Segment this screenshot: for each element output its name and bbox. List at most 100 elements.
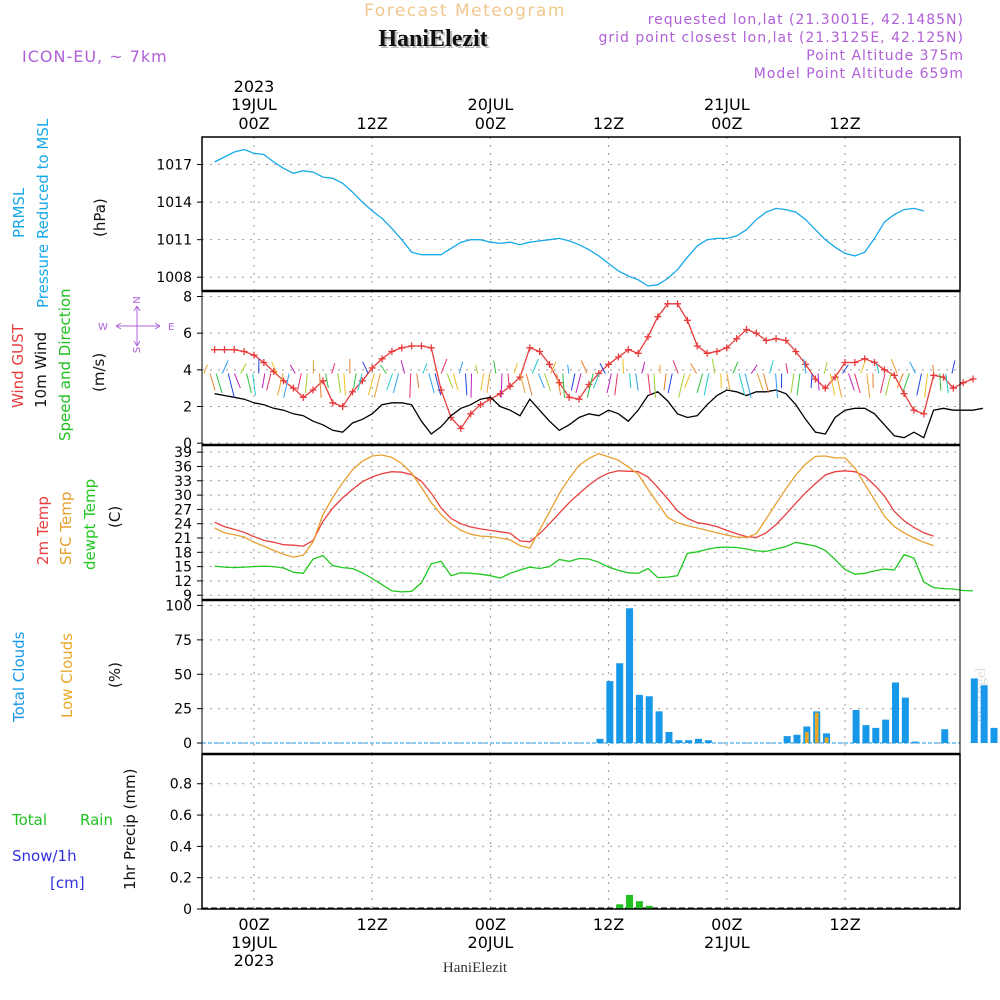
series-line-0	[214, 148, 924, 287]
total-cloud-bar	[645, 696, 653, 743]
bottom-hour-label: 00Z	[711, 915, 742, 934]
wind-barb	[537, 373, 545, 389]
point-altitude: Point Altitude 375m	[806, 48, 964, 64]
top-hour-label: 12Z	[829, 114, 860, 133]
compass-rose: N S W E	[98, 296, 174, 353]
wind-barb	[409, 373, 412, 398]
gust-marker	[516, 373, 524, 381]
wind-barb	[380, 364, 387, 374]
gust-marker	[555, 379, 563, 387]
top-hour-label: 12Z	[357, 114, 388, 133]
wind-barb	[304, 373, 308, 393]
wind-barb	[289, 364, 296, 374]
wind-barb	[575, 373, 582, 394]
compass-e: E	[168, 322, 174, 333]
total-cloud-bar	[616, 663, 624, 743]
gust-marker	[398, 344, 406, 352]
total-cloud-bar	[901, 697, 909, 743]
y-tick-label: 39	[174, 445, 192, 461]
gust-marker	[614, 353, 622, 361]
wind-barb	[711, 358, 716, 374]
total-cloud-bar	[882, 719, 890, 743]
bottom-year-label: 2023	[234, 951, 275, 970]
chart-subtitle: Forecast Meteogram	[364, 1, 566, 21]
wind-barb	[678, 373, 685, 398]
total-cloud-bar	[852, 710, 860, 743]
wind-barb	[519, 373, 526, 394]
wind-barb	[531, 358, 539, 374]
wind-barb	[614, 373, 618, 396]
model-altitude: Model Point Altitude 659m	[754, 66, 964, 82]
series-line-1	[214, 452, 934, 558]
rain-bar	[616, 904, 624, 909]
wind-label-speed: Speed and Direction	[56, 288, 74, 441]
total-cloud-bar	[685, 740, 693, 743]
y-tick-label: 0	[183, 436, 192, 452]
wind-barb	[932, 364, 935, 374]
footer-station: HaniElezit	[443, 960, 508, 976]
wind-barb	[629, 373, 632, 389]
wind-barb	[696, 373, 704, 394]
wind-barb	[939, 373, 942, 391]
pressure-label-1: PRMSL	[10, 187, 28, 238]
precip-label-snow: Snow/1h	[12, 847, 77, 865]
bottom-hour-label: 00Z	[475, 915, 506, 934]
station-title-shadow: HaniElezit	[380, 28, 489, 54]
wind-barb	[470, 373, 473, 398]
total-cloud-bar	[606, 681, 614, 743]
wind-barb	[400, 360, 406, 374]
cloud-labels: Total Clouds Low Clouds (%)	[10, 631, 124, 723]
y-tick-label: 75	[174, 633, 192, 649]
gust-marker	[743, 326, 750, 333]
gust-marker	[949, 384, 957, 392]
gust-marker	[585, 381, 593, 388]
wind-barb	[209, 373, 216, 391]
low-cloud-bar	[814, 712, 819, 743]
gust-marker	[851, 359, 859, 366]
wind-barb	[924, 373, 929, 398]
wind-barb	[507, 373, 510, 389]
y-tick-label: 6	[183, 326, 192, 342]
y-tick-label: 100	[165, 599, 192, 615]
bottom-date-label: 21JUL	[704, 933, 750, 952]
gust-marker	[713, 348, 721, 355]
gust-marker	[654, 313, 662, 321]
wind-label-gust: Wind GUST	[9, 323, 27, 408]
gust-marker	[772, 335, 780, 343]
gust-marker	[457, 425, 465, 432]
gust-marker	[752, 329, 760, 337]
wind-barb	[486, 373, 491, 394]
wind-barb	[884, 373, 892, 396]
gust-marker	[378, 355, 386, 363]
compass-n: N	[132, 296, 143, 303]
wind-barb	[373, 373, 381, 398]
precip-label-total: Total	[11, 811, 47, 829]
wind-barb	[203, 364, 208, 374]
total-cloud-bar	[655, 711, 663, 743]
bottom-hour-label: 12Z	[593, 915, 624, 934]
gust-marker	[693, 342, 701, 350]
wind-barb	[738, 373, 746, 396]
wind-barb	[790, 373, 795, 394]
gust-marker	[220, 346, 228, 354]
cloud-unit: (%)	[106, 662, 124, 688]
wind-barb	[672, 360, 679, 374]
wind-barb	[848, 373, 855, 391]
wind-barb	[890, 358, 898, 374]
wind-barb	[896, 373, 904, 389]
gust-marker	[871, 359, 879, 366]
precip-label-cm: [cm]	[50, 874, 85, 892]
gust-marker	[605, 360, 613, 368]
wind-barb	[785, 363, 789, 374]
gust-marker	[339, 403, 347, 410]
wind-barb	[500, 373, 503, 398]
wind-barb	[233, 373, 241, 389]
top-hour-label: 00Z	[238, 114, 269, 133]
gust-marker	[920, 410, 928, 418]
wind-barb	[464, 373, 468, 396]
wind-barb	[703, 373, 710, 396]
wind-barb	[525, 373, 533, 396]
total-cloud-bar	[911, 741, 919, 743]
wind-barb	[842, 364, 849, 374]
